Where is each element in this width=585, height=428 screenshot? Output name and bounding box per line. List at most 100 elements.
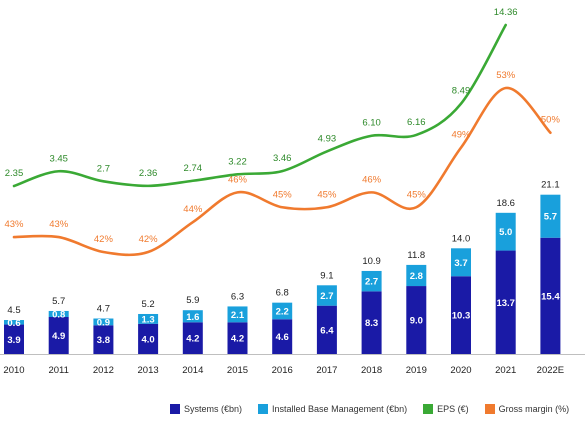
label-gm-2012: 42% <box>94 234 114 245</box>
line-eps <box>12 23 507 188</box>
legend-ibm: Installed Base Management (€bn) <box>258 404 407 414</box>
label-ibm-2021: 5.0 <box>499 227 512 238</box>
bar-ibm-2012 <box>93 318 114 326</box>
label-ibm-2018: 2.7 <box>365 277 378 288</box>
label-total-2022E: 21.1 <box>541 180 560 191</box>
label-gm-2022E: 50% <box>541 115 561 126</box>
bar-systems-2013 <box>138 323 159 354</box>
label-total-2010: 4.5 <box>7 305 20 316</box>
label-gm-2011: 43% <box>49 219 69 230</box>
label-gm-2018: 46% <box>362 174 382 185</box>
legend-ibm-label: Installed Base Management (€bn) <box>272 404 408 414</box>
legend-systems-swatch <box>170 404 180 414</box>
label-eps-2010: 2.35 <box>5 168 24 179</box>
label-gm-2013: 42% <box>139 234 159 245</box>
bar-ibm-2010 <box>4 320 24 325</box>
label-ibm-2014: 1.6 <box>186 312 199 323</box>
label-gm-2020: 49% <box>451 130 471 141</box>
bar-ibm-2022E <box>540 194 561 238</box>
legend-gross-margin-swatch <box>484 404 495 414</box>
label-systems-2011: 4.9 <box>52 331 65 342</box>
bar-systems-2018 <box>361 291 382 354</box>
bar-systems-2021 <box>495 250 516 354</box>
bar-systems-2022E <box>540 237 561 354</box>
label-ibm-2016: 2.2 <box>276 306 289 317</box>
tick-2016: 2016 <box>272 365 293 376</box>
tick-2013: 2013 <box>138 365 159 376</box>
label-ibm-2020: 3.7 <box>454 258 467 269</box>
label-systems-2012: 3.8 <box>97 335 110 346</box>
label-total-2015: 6.3 <box>231 291 244 302</box>
bar-systems-2016 <box>272 319 293 354</box>
label-systems-2016: 4.6 <box>276 332 289 343</box>
bar-systems-2014 <box>182 322 203 354</box>
bar-ibm-2019 <box>406 264 427 287</box>
legend-eps-label: EPS (€) <box>437 404 469 414</box>
line-gross-margin <box>12 86 552 257</box>
label-gm-2014: 44% <box>183 204 203 215</box>
label-eps-2014: 2.74 <box>184 163 203 174</box>
legend-gross-margin: Gross margin (%) <box>484 404 570 414</box>
bar-systems-2011 <box>48 317 69 354</box>
legend: Systems (€bn) Installed Base Management … <box>170 404 569 414</box>
label-total-2017: 9.1 <box>320 270 333 281</box>
label-gm-2021: 53% <box>496 70 516 81</box>
bar-systems-2010 <box>4 324 24 354</box>
label-gm-2019: 45% <box>407 189 427 200</box>
tick-2014: 2014 <box>182 365 203 376</box>
bar-systems-2012 <box>93 325 114 354</box>
tick-2021: 2021 <box>495 365 516 376</box>
label-systems-2021: 13.7 <box>496 298 515 309</box>
label-gm-2015: 46% <box>228 174 248 185</box>
label-eps-2018: 6.10 <box>362 118 381 129</box>
bar-ibm-2018 <box>361 270 382 292</box>
label-total-2018: 10.9 <box>362 256 381 267</box>
label-gm-2010: 43% <box>4 219 24 230</box>
bar-ibm-2020 <box>451 248 471 277</box>
bar-ibm-2016 <box>272 302 293 320</box>
legend-gross-margin-label: Gross margin (%) <box>498 404 570 414</box>
bar-systems-2019 <box>406 286 427 354</box>
label-systems-2015: 4.2 <box>231 334 244 345</box>
label-systems-2014: 4.2 <box>186 334 199 345</box>
tick-2012: 2012 <box>93 365 114 376</box>
tick-2015: 2015 <box>227 365 248 376</box>
label-eps-2012: 2.7 <box>97 163 110 174</box>
tick-2020: 2020 <box>450 365 471 376</box>
label-ibm-2011: 0.8 <box>52 309 65 320</box>
label-gm-2016: 45% <box>273 189 293 200</box>
label-total-2011: 5.7 <box>52 296 65 307</box>
tick-2017: 2017 <box>316 365 337 376</box>
label-ibm-2013: 1.3 <box>141 314 154 325</box>
label-eps-2011: 3.45 <box>49 153 68 164</box>
label-total-2021: 18.6 <box>496 198 515 209</box>
label-eps-2015: 3.22 <box>228 156 247 167</box>
label-systems-2019: 9.0 <box>410 316 423 327</box>
tick-2019: 2019 <box>406 365 427 376</box>
label-systems-2017: 6.4 <box>320 325 334 336</box>
legend-eps-swatch <box>423 404 434 414</box>
label-total-2013: 5.2 <box>141 299 154 310</box>
bar-ibm-2014 <box>182 310 203 323</box>
label-systems-2018: 8.3 <box>365 318 378 329</box>
legend-systems-label: Systems (€bn) <box>184 404 243 414</box>
label-ibm-2012: 0.9 <box>97 317 110 328</box>
legend-ibm-swatch <box>258 404 269 414</box>
bar-systems-2017 <box>316 305 337 354</box>
label-ibm-2019: 2.8 <box>410 271 423 282</box>
label-ibm-2017: 2.7 <box>320 291 333 302</box>
bar-systems-2015 <box>227 322 248 354</box>
bar-ibm-2017 <box>316 285 337 306</box>
label-systems-2020: 10.3 <box>452 311 471 322</box>
label-ibm-2010: 0.6 <box>7 318 20 329</box>
legend-eps: EPS (€) <box>423 404 469 414</box>
bar-ibm-2015 <box>227 306 248 323</box>
label-total-2016: 6.8 <box>276 288 289 299</box>
label-eps-2021: 14.36 <box>494 7 518 18</box>
bar-ibm-2013 <box>138 313 159 324</box>
label-eps-2020: 8.49 <box>452 86 471 97</box>
label-systems-2010: 3.9 <box>7 335 20 346</box>
label-gm-2017: 45% <box>317 189 337 200</box>
tick-2010: 2010 <box>3 365 24 376</box>
label-eps-2019: 6.16 <box>407 117 426 128</box>
